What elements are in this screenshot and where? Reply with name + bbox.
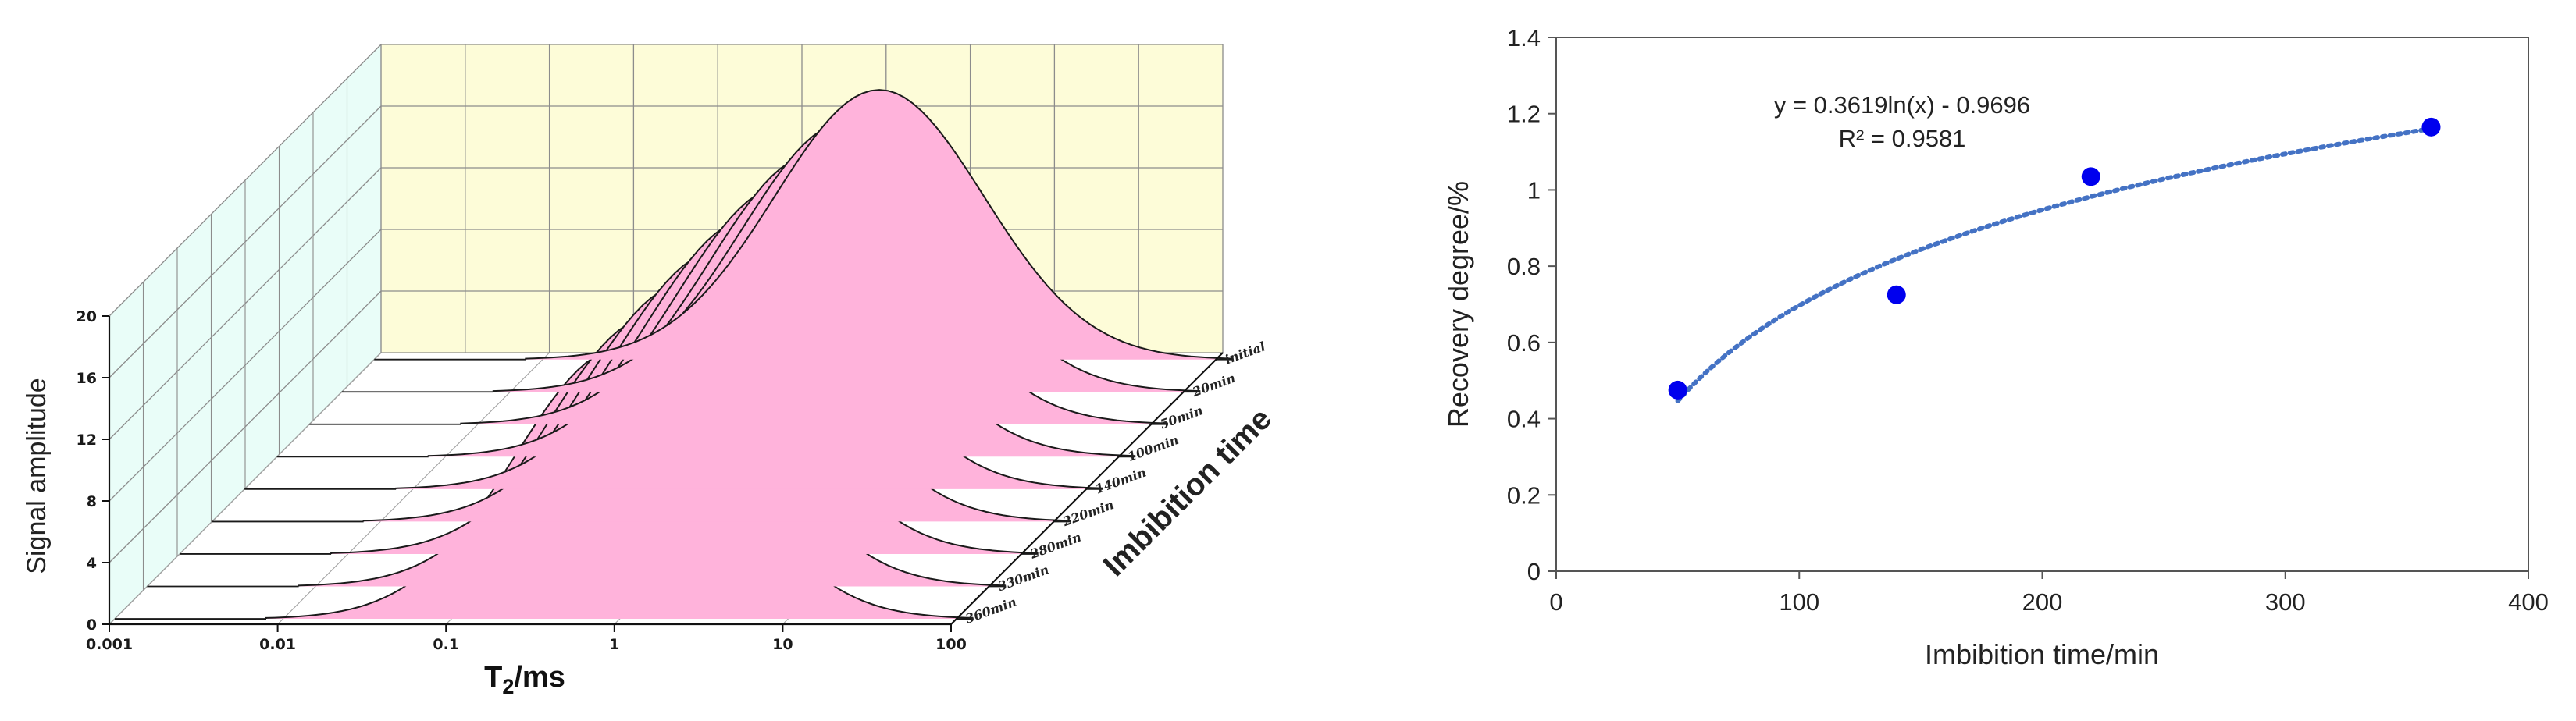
plot-frame	[1555, 37, 2529, 572]
data-point-2	[1887, 285, 1906, 304]
y-tick-label: 1.2	[1507, 101, 1541, 128]
z-tick-label: 4	[87, 555, 97, 572]
x-tick-label: 10	[772, 636, 793, 653]
x-axis-label: Imbibition time/min	[1925, 638, 2159, 670]
x-tick-label: 1	[609, 636, 619, 653]
x-tick-label: 100	[1779, 588, 1819, 616]
z-tick-label: 16	[77, 370, 97, 387]
z-tick-label: 20	[77, 308, 97, 325]
data-point-4	[2421, 117, 2441, 137]
x-tick-label: 400	[2508, 588, 2549, 616]
y-tick-label: 0.6	[1507, 329, 1541, 357]
x-tick-label: 0.1	[433, 636, 459, 653]
x-axis-label: T2/ms	[484, 661, 565, 698]
y-axis-label: Recovery degree/%	[1442, 181, 1474, 428]
z-axis-label: Signal amplitude	[22, 378, 52, 574]
trendline	[1675, 126, 2434, 403]
r-squared: R² = 0.9581	[1839, 125, 1966, 152]
x-tick-label: 200	[2022, 588, 2063, 616]
x-tick-labels: 0.001 0.01 0.1 1 10 100	[86, 624, 967, 653]
x-tick-label: 0.01	[259, 636, 296, 653]
z-tick-label: 0	[87, 616, 97, 634]
x-axis-label-subscript: 2	[502, 675, 514, 698]
x-tick-label: 100	[935, 636, 967, 653]
y-tick-label: 1.4	[1507, 24, 1541, 52]
data-points	[1668, 117, 2441, 400]
y-tick-label: 0	[1527, 558, 1541, 585]
series-fill	[526, 90, 1233, 360]
series-group	[114, 89, 1233, 620]
y-tick-label: 0.4	[1507, 406, 1541, 433]
series-label-initial: initial	[1223, 339, 1267, 367]
series-outline	[525, 89, 1233, 360]
y-tick-label: 0.8	[1507, 253, 1541, 280]
x-tick-label: 0	[1549, 588, 1562, 616]
x-axis-label-main: T	[484, 661, 502, 694]
data-point-1	[1668, 380, 1687, 400]
z-tick-label: 12	[77, 432, 97, 449]
y-tick-label: 0.2	[1507, 481, 1541, 509]
y-tick-label: 1	[1527, 176, 1541, 204]
axes	[108, 316, 1224, 626]
x-tick-label: 300	[2265, 588, 2306, 616]
series-initial	[374, 89, 1233, 360]
z-tick-labels: 0 4 8 12 16 20	[77, 308, 109, 634]
scatter-chart: 0 100 200 300 400 0 0.2 0.4 0.6 0.8 1 1.2 1.4 y = 0.…	[1442, 24, 2549, 670]
y-axis-line	[950, 352, 1224, 625]
z-tick-label: 8	[87, 493, 97, 510]
x-axis-label-unit: /ms	[514, 661, 565, 694]
trend-equation: y = 0.3619ln(x) - 0.9696	[1774, 91, 2030, 119]
data-point-3	[2081, 167, 2100, 186]
axis-ticks: 0 100 200 300 400 0 0.2 0.4 0.6 0.8 1 1.2 1.4	[1507, 24, 2549, 616]
x-tick-label: 0.001	[86, 636, 133, 653]
